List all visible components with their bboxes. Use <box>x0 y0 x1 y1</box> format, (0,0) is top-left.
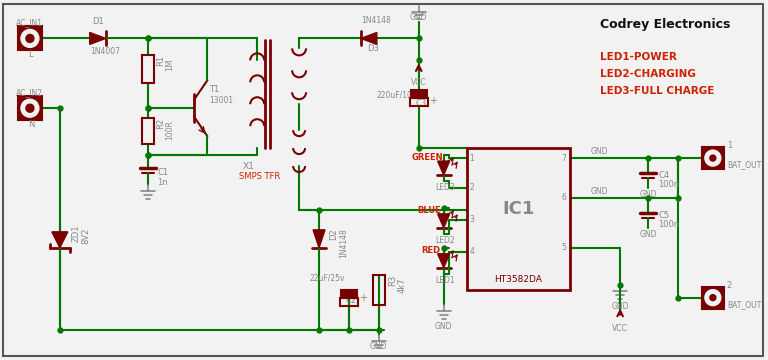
Text: 1n: 1n <box>157 178 168 187</box>
Bar <box>341 290 357 298</box>
Polygon shape <box>90 32 106 44</box>
Text: 1: 1 <box>469 154 475 163</box>
Text: 3: 3 <box>469 215 475 224</box>
Bar <box>18 96 42 120</box>
Text: AC_IN2: AC_IN2 <box>16 88 43 97</box>
Text: C3: C3 <box>415 99 427 108</box>
Text: LED2: LED2 <box>435 236 455 245</box>
Text: 2: 2 <box>469 184 475 193</box>
Text: GND: GND <box>639 190 657 199</box>
Text: BAT_OUT: BAT_OUT <box>727 160 761 169</box>
Text: GND: GND <box>591 147 607 156</box>
Bar <box>467 148 571 290</box>
Polygon shape <box>438 161 449 175</box>
Text: 22uF/25v: 22uF/25v <box>309 274 345 283</box>
Text: 6: 6 <box>561 193 566 202</box>
Text: GND: GND <box>435 321 452 330</box>
Circle shape <box>705 150 721 166</box>
Text: 1N4007: 1N4007 <box>90 48 120 57</box>
Text: GND: GND <box>591 187 607 196</box>
Text: L: L <box>28 50 32 59</box>
Text: VCC: VCC <box>612 324 628 333</box>
Circle shape <box>26 35 34 42</box>
Text: GND: GND <box>370 342 388 351</box>
Text: IC1: IC1 <box>502 200 535 218</box>
Text: GND: GND <box>410 13 428 22</box>
Text: 100n: 100n <box>658 220 679 229</box>
Circle shape <box>21 99 39 117</box>
Text: 220uF/10v: 220uF/10v <box>377 90 417 99</box>
Circle shape <box>26 104 34 112</box>
Text: BAT_OUT: BAT_OUT <box>727 300 761 309</box>
Text: D2: D2 <box>329 228 338 240</box>
Bar <box>702 147 723 169</box>
Text: 1: 1 <box>727 141 732 150</box>
Text: +: + <box>429 96 437 106</box>
Polygon shape <box>438 214 449 228</box>
Text: RED: RED <box>422 246 441 255</box>
Text: 5: 5 <box>561 243 566 252</box>
Text: R3: R3 <box>388 275 397 286</box>
Circle shape <box>710 155 716 161</box>
Text: 1N4148: 1N4148 <box>339 228 348 258</box>
Text: T1: T1 <box>210 85 220 94</box>
Text: X1: X1 <box>242 162 254 171</box>
Polygon shape <box>52 232 68 248</box>
Text: HT3582DA: HT3582DA <box>495 275 542 284</box>
Text: BLUE: BLUE <box>418 206 442 215</box>
Text: C5: C5 <box>658 211 669 220</box>
Text: 13001: 13001 <box>210 96 233 105</box>
Polygon shape <box>438 254 449 268</box>
Text: SMPS TFR: SMPS TFR <box>240 172 280 181</box>
Circle shape <box>710 294 716 301</box>
Text: LED3: LED3 <box>435 183 455 192</box>
Bar <box>141 118 154 144</box>
Text: 100R: 100R <box>165 120 174 140</box>
Text: D3: D3 <box>367 44 379 53</box>
Bar <box>18 27 42 50</box>
Text: N: N <box>28 120 35 129</box>
Text: AC_IN1: AC_IN1 <box>16 18 43 27</box>
Circle shape <box>705 290 721 306</box>
Text: LED3-FULL CHARGE: LED3-FULL CHARGE <box>601 86 714 96</box>
Text: R1: R1 <box>157 55 166 67</box>
Text: C4: C4 <box>658 171 669 180</box>
Text: VCC: VCC <box>411 78 426 87</box>
Text: 1N4148: 1N4148 <box>361 17 391 26</box>
Text: 8V2: 8V2 <box>81 228 91 244</box>
Bar <box>141 55 154 83</box>
Circle shape <box>21 30 39 48</box>
Text: 2: 2 <box>727 281 732 290</box>
Bar <box>410 98 428 106</box>
Text: C2: C2 <box>346 296 357 305</box>
Polygon shape <box>361 32 377 44</box>
Polygon shape <box>313 230 325 248</box>
Text: Codrey Electronics: Codrey Electronics <box>601 18 730 31</box>
Text: R2: R2 <box>157 118 166 129</box>
Bar <box>702 287 723 309</box>
Text: GND: GND <box>639 230 657 239</box>
Text: C1: C1 <box>157 168 169 177</box>
Text: 100n: 100n <box>658 180 679 189</box>
Text: LED1-POWER: LED1-POWER <box>601 53 677 62</box>
Bar <box>340 298 358 306</box>
Text: 7: 7 <box>561 154 566 163</box>
Text: LED1: LED1 <box>435 276 455 285</box>
Text: 4k7: 4k7 <box>398 278 407 293</box>
Text: GREEN: GREEN <box>412 153 443 162</box>
Text: D1: D1 <box>91 18 104 27</box>
Text: LED2-CHARGING: LED2-CHARGING <box>601 69 696 79</box>
Text: +: + <box>359 293 367 303</box>
Text: ZD1: ZD1 <box>71 225 81 242</box>
Bar <box>411 90 427 98</box>
Text: 4: 4 <box>469 247 475 256</box>
Bar <box>373 275 385 305</box>
Text: 1M: 1M <box>165 58 174 71</box>
Text: GND: GND <box>611 302 629 311</box>
